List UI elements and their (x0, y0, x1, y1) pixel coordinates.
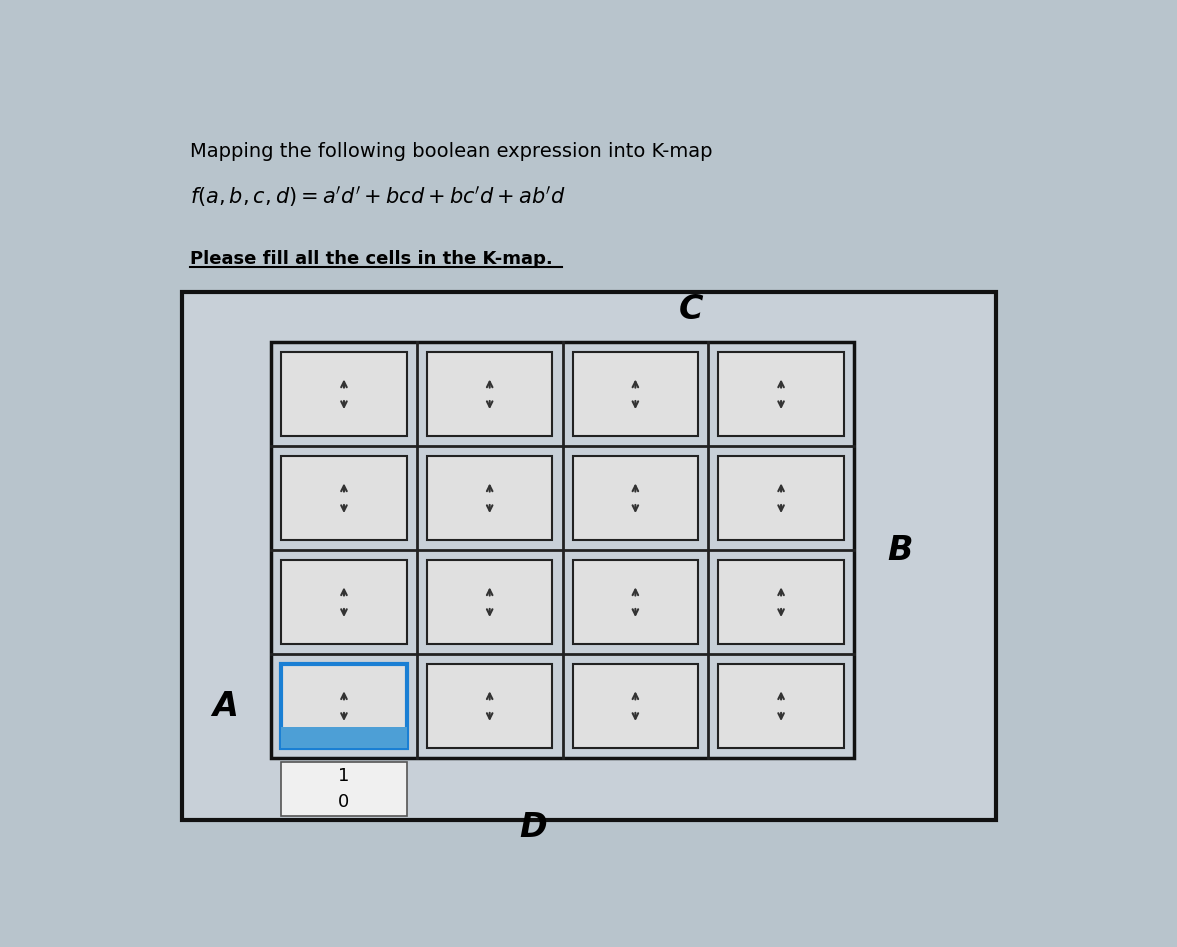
Text: Please fill all the cells in the K-map.: Please fill all the cells in the K-map. (189, 250, 552, 268)
FancyBboxPatch shape (281, 726, 407, 748)
Text: 0: 0 (338, 793, 350, 811)
FancyBboxPatch shape (281, 561, 407, 644)
FancyBboxPatch shape (427, 561, 552, 644)
FancyBboxPatch shape (427, 352, 552, 437)
Text: C: C (678, 294, 703, 327)
Text: A: A (212, 689, 238, 723)
FancyBboxPatch shape (427, 664, 552, 748)
FancyBboxPatch shape (281, 664, 407, 748)
FancyBboxPatch shape (281, 352, 407, 437)
FancyBboxPatch shape (572, 561, 698, 644)
Text: D: D (519, 811, 547, 844)
Text: Mapping the following boolean expression into K-map: Mapping the following boolean expression… (189, 142, 712, 161)
FancyBboxPatch shape (572, 456, 698, 540)
FancyBboxPatch shape (718, 664, 844, 748)
FancyBboxPatch shape (427, 456, 552, 540)
FancyBboxPatch shape (271, 342, 855, 759)
FancyBboxPatch shape (281, 456, 407, 540)
FancyBboxPatch shape (182, 293, 996, 820)
FancyBboxPatch shape (718, 352, 844, 437)
Text: $f(a, b, c, d) = a'd' + bcd + bc'd + ab'd$: $f(a, b, c, d) = a'd' + bcd + bc'd + ab'… (189, 185, 566, 209)
Text: B: B (887, 534, 913, 566)
FancyBboxPatch shape (281, 762, 407, 816)
FancyBboxPatch shape (718, 456, 844, 540)
Text: 1: 1 (338, 767, 350, 785)
FancyBboxPatch shape (572, 664, 698, 748)
FancyBboxPatch shape (572, 352, 698, 437)
FancyBboxPatch shape (718, 561, 844, 644)
